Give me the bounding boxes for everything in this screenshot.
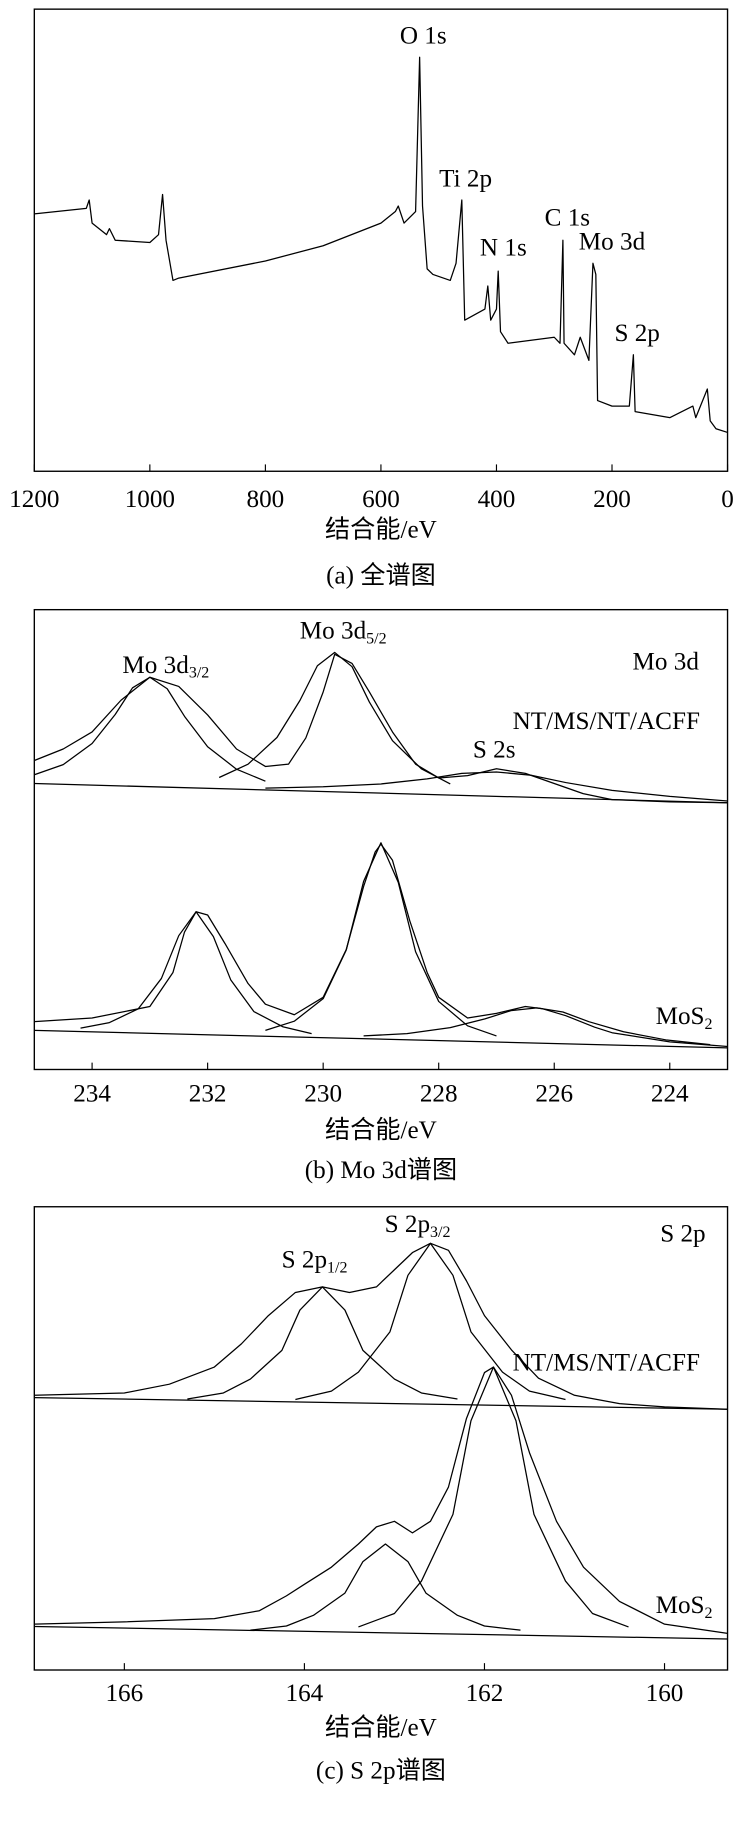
peak-label-sub: 5/2 [366, 630, 386, 647]
spectrum-line [265, 771, 728, 802]
peak-label-text: C 1s [545, 204, 590, 231]
x-tick-label: 230 [304, 1081, 342, 1108]
peak-label: S 2p1/2 [282, 1246, 348, 1276]
x-tick-label: 228 [420, 1081, 458, 1108]
spectrum-line [34, 1242, 728, 1410]
x-axis-label: 结合能/eV [325, 1713, 437, 1741]
peak-label: Mo 3d [633, 648, 700, 675]
peak-label-text: O 1s [400, 23, 447, 50]
x-axis-label: 结合能/eV [325, 516, 437, 544]
peak-label-text: S 2s [473, 736, 516, 763]
peak-label-sub: 3/2 [189, 664, 209, 681]
peak-label-sub: 3/2 [430, 1224, 450, 1241]
peak-label-text: S 2p [385, 1211, 430, 1238]
peak-label-text: MoS [656, 1592, 705, 1619]
x-tick-label: 400 [478, 486, 516, 513]
x-tick-label: 600 [362, 486, 400, 513]
spectrum-line [34, 56, 728, 434]
spectrum-line [34, 1029, 728, 1049]
spectrum-line [34, 1396, 728, 1410]
x-tick-label: 164 [286, 1680, 324, 1707]
x-tick-label: 1200 [9, 486, 59, 513]
x-tick-label: 160 [646, 1680, 684, 1707]
peak-label: S 2p3/2 [385, 1211, 451, 1241]
peak-label-text: Mo 3d [579, 228, 646, 255]
peak-label: Mo 3d [579, 228, 646, 255]
x-tick-label: 200 [593, 486, 631, 513]
peak-label: S 2s [473, 736, 516, 763]
peak-label-text: Ti 2p [439, 166, 492, 193]
peak-label-text: N 1s [480, 234, 527, 261]
peak-label: MoS2 [656, 1003, 713, 1033]
peak-label: NT/MS/NT/ACFF [513, 708, 700, 735]
x-tick-label: 224 [651, 1081, 689, 1108]
spectrum-line [358, 1366, 629, 1628]
x-tick-label: 226 [535, 1081, 573, 1108]
peak-label: S 2p [614, 320, 659, 347]
x-tick-label: 0 [721, 486, 734, 513]
x-axis-label: 结合能/eV [325, 1116, 437, 1144]
spectrum-line [34, 843, 728, 1048]
peak-label-sub: 2 [705, 1605, 713, 1622]
spectrum-line [295, 1242, 566, 1401]
peak-label-sub: 2 [705, 1016, 713, 1033]
peak-label: Mo 3d3/2 [122, 652, 209, 682]
peak-label: N 1s [480, 234, 527, 261]
peak-label-text: Mo 3d [122, 652, 189, 679]
peak-label: NT/MS/NT/ACFF [513, 1349, 700, 1376]
spectrum-line [218, 651, 451, 785]
peak-label: S 2p [660, 1220, 705, 1247]
peak-label-text: S 2p [660, 1220, 705, 1247]
x-tick-label: 166 [105, 1680, 143, 1707]
spectrum-line [265, 842, 497, 1037]
x-tick-label: 232 [189, 1081, 227, 1108]
x-tick-label: 234 [73, 1081, 111, 1108]
spectrum-line [363, 1007, 711, 1046]
spectrum-line [34, 1366, 728, 1635]
peak-label: O 1s [400, 23, 447, 50]
peak-label-text: Mo 3d [300, 617, 367, 644]
peak-label-text: Mo 3d [633, 648, 700, 675]
peak-label: MoS2 [656, 1592, 713, 1622]
peak-label: Mo 3d5/2 [300, 617, 387, 647]
spectrum-line [80, 911, 312, 1035]
spectrum-line [34, 1625, 728, 1640]
caption: (b) Mo 3d谱图 [305, 1156, 457, 1184]
plot-frame [33, 1206, 729, 1671]
peak-label-text: NT/MS/NT/ACFF [513, 1349, 700, 1376]
spectrum-line [34, 676, 266, 782]
peak-label-text: S 2p [282, 1246, 327, 1273]
x-tick-label: 1000 [125, 486, 175, 513]
spectrum-line [187, 1286, 458, 1400]
peak-label: C 1s [545, 204, 590, 231]
peak-label-text: NT/MS/NT/ACFF [513, 708, 700, 735]
peak-label-text: MoS [656, 1003, 705, 1030]
peak-label-text: S 2p [614, 320, 659, 347]
x-tick-label: 162 [466, 1680, 504, 1707]
x-tick-label: 800 [247, 486, 285, 513]
caption: (a) 全谱图 [326, 561, 436, 589]
peak-label-sub: 1/2 [327, 1259, 347, 1276]
spectrum-line [34, 782, 728, 804]
spectrum-line [250, 1543, 521, 1631]
plot-frame [33, 608, 729, 1071]
peak-label: Ti 2p [439, 166, 492, 193]
caption: (c) S 2p谱图 [316, 1757, 446, 1785]
